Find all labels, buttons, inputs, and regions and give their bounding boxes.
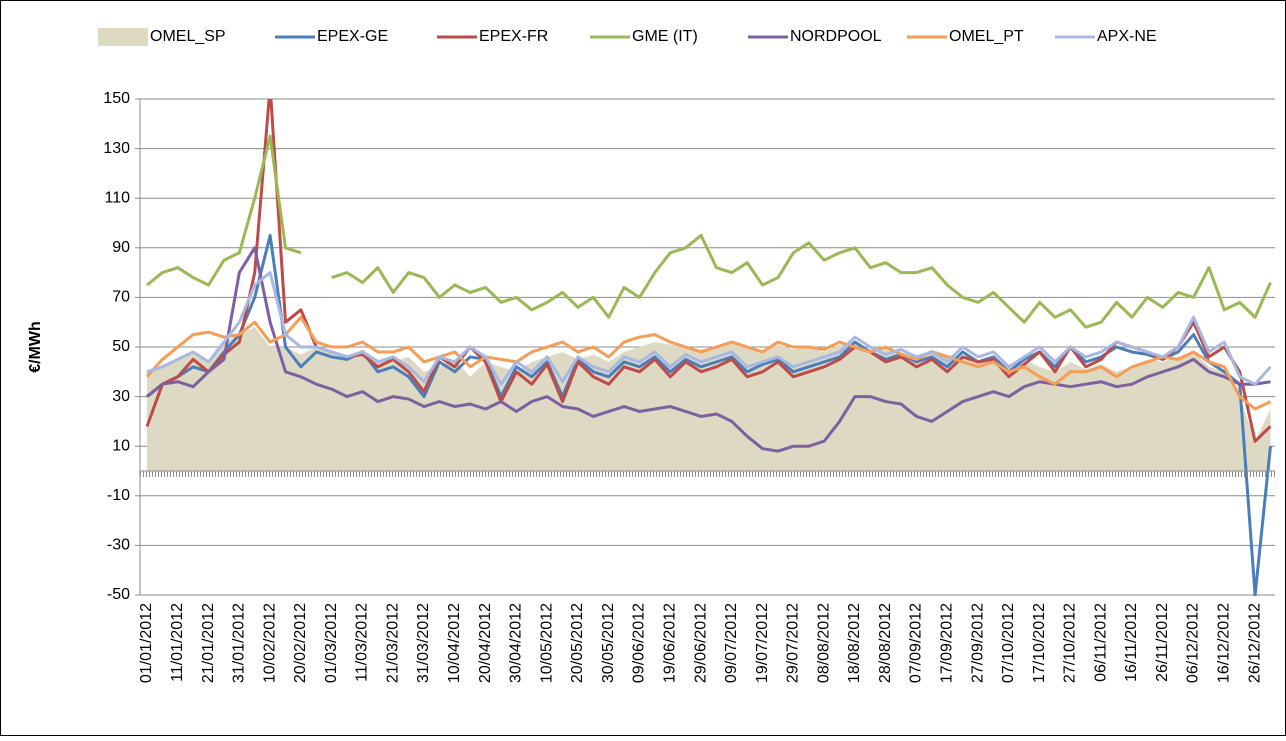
legend-label: GME (IT) — [632, 28, 698, 45]
x-tick-label: 20/04/2012 — [477, 603, 494, 683]
y-tick-label: 10 — [112, 437, 130, 454]
x-tick-label: 26/11/2012 — [1154, 603, 1171, 682]
axes: -50 -30 -10 10 30 50 70 90 110 130 150 01/01/2012 11… — [103, 90, 1275, 683]
x-tick-label: 16/12/2012 — [1216, 603, 1233, 683]
legend-label: OMEL_SP — [150, 28, 226, 45]
y-tick-label: 50 — [112, 338, 130, 355]
x-tick-label: 20/02/2012 — [292, 603, 309, 683]
x-tick-label: 07/10/2012 — [1000, 603, 1017, 683]
y-tick-label: 90 — [112, 239, 130, 256]
x-tick-label: 09/06/2012 — [631, 603, 648, 683]
legend-label: OMEL_PT — [949, 28, 1024, 45]
x-tick-label: 10/05/2012 — [538, 603, 555, 683]
x-tick-label: 06/12/2012 — [1185, 603, 1202, 683]
x-tick-label: 31/03/2012 — [415, 603, 432, 683]
x-tick-label: 01/03/2012 — [323, 603, 340, 683]
x-tick-label: 21/01/2012 — [200, 603, 217, 683]
x-tick-label: 26/12/2012 — [1246, 603, 1263, 683]
x-tick-label: 31/01/2012 — [231, 603, 248, 683]
x-tick-label: 17/09/2012 — [938, 603, 955, 683]
y-axis-label: €/MWh — [27, 321, 44, 373]
x-tick-label: 11/03/2012 — [354, 603, 371, 682]
legend-swatch — [98, 28, 148, 46]
line — [146, 233, 1272, 596]
y-tick-label: -50 — [107, 586, 130, 603]
x-tick-label: 19/06/2012 — [661, 603, 678, 683]
x-tick-label: 17/10/2012 — [1031, 603, 1048, 683]
x-tick-label: 10/04/2012 — [446, 603, 463, 683]
x-tick-label: 18/08/2012 — [846, 603, 863, 683]
line — [146, 246, 1271, 453]
y-tick-label: 150 — [103, 90, 130, 107]
x-tick-label: 30/04/2012 — [508, 603, 525, 683]
y-tick-label: -10 — [107, 487, 130, 504]
legend-label: EPEX-GE — [317, 28, 388, 45]
plot-area — [145, 99, 1272, 596]
line — [145, 315, 1272, 411]
x-tick-label: 09/07/2012 — [723, 603, 740, 683]
grid — [140, 98, 1275, 596]
legend-label: EPEX-FR — [479, 28, 548, 45]
line — [146, 271, 1272, 386]
legend-label: APX-NE — [1097, 28, 1157, 45]
x-tick-label: 11/01/2012 — [169, 603, 186, 682]
y-tick-label: 130 — [103, 140, 130, 157]
line — [146, 134, 302, 287]
x-tick-label: 19/07/2012 — [754, 603, 771, 683]
x-tick-label: 30/05/2012 — [600, 603, 617, 683]
x-tick-label: 27/10/2012 — [1062, 603, 1079, 683]
x-tick-label: 06/11/2012 — [1092, 603, 1109, 682]
x-tick-label: 08/08/2012 — [815, 603, 832, 683]
x-tick-label: 27/09/2012 — [969, 603, 986, 683]
legend-label: NORDPOOL — [790, 28, 882, 45]
x-tick-label: 29/07/2012 — [785, 603, 802, 683]
x-tick-label: 28/08/2012 — [877, 603, 894, 683]
x-tick-label: 07/09/2012 — [908, 603, 925, 683]
x-tick-label: 29/06/2012 — [692, 603, 709, 683]
x-tick-label: 10/02/2012 — [261, 603, 278, 683]
x-tick-label: 16/11/2012 — [1123, 603, 1140, 682]
y-tick-label: 110 — [104, 189, 130, 206]
x-tick-label: 20/05/2012 — [569, 603, 586, 683]
y-tick-label: 70 — [112, 289, 130, 306]
y-tick-label: -30 — [107, 537, 130, 554]
x-tick-label: 21/03/2012 — [384, 603, 401, 683]
line — [331, 233, 1272, 329]
y-tick-label: 30 — [112, 388, 130, 405]
legend: OMEL_SP EPEX-GE EPEX-FR GME (IT) NORDPOOL OME… — [98, 28, 1157, 46]
x-tick-label: 01/01/2012 — [138, 603, 155, 683]
